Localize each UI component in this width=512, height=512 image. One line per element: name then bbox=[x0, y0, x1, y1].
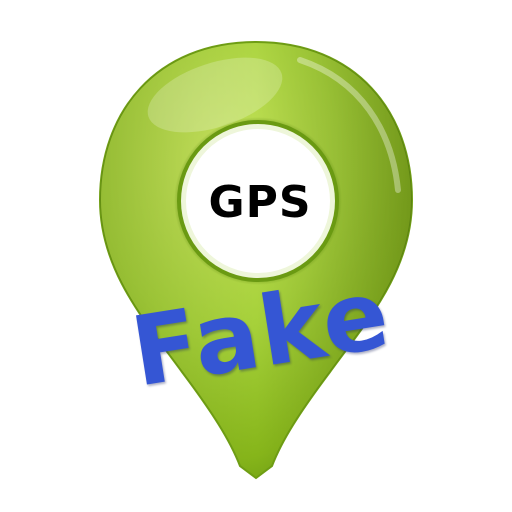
pin-highlight bbox=[147, 57, 283, 133]
gps-label: GPS bbox=[208, 176, 312, 228]
pin-hole bbox=[186, 129, 330, 273]
